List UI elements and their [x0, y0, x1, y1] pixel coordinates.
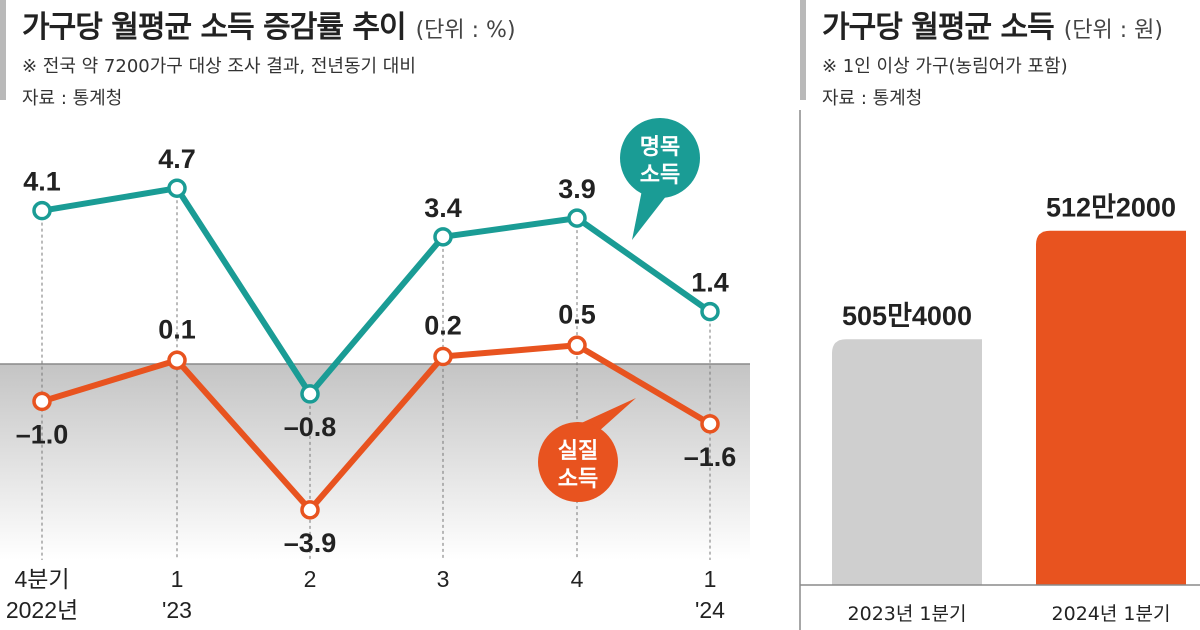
data-label: 4.7	[158, 144, 196, 174]
data-label: –0.8	[284, 412, 337, 442]
data-label: 4.1	[23, 167, 61, 197]
chart-note: ※ 1인 이상 가구(농림어가 포함)	[822, 56, 1068, 77]
data-point	[567, 208, 587, 228]
data-point	[433, 346, 453, 367]
data-point	[32, 391, 52, 412]
x-tick-label: 2	[304, 566, 317, 592]
bar	[1036, 230, 1186, 586]
series-line	[41, 185, 712, 397]
chart-source: 자료 : 통계청	[22, 88, 123, 109]
data-label: –3.9	[284, 528, 337, 558]
data-label: –1.6	[684, 442, 737, 472]
x-tick-label: 3	[437, 566, 450, 592]
legend-bubble-tail	[632, 186, 674, 240]
x-tick-label: '24	[695, 597, 725, 623]
data-label: 0.1	[158, 314, 196, 344]
bar-chart: 505만4000 2023년 1분기 512만2000 2024년 1분기	[799, 110, 1200, 630]
data-point	[32, 200, 52, 221]
negative-region	[0, 364, 750, 560]
title-accent-bar	[800, 0, 806, 100]
data-label: 0.2	[424, 311, 462, 341]
growth-rate-panel: 가구당 월평균 소득 증감률 추이 (단위 : %) ※ 전국 약 7200가구 …	[0, 0, 750, 623]
bar-value-label: 512만2000	[1046, 193, 1176, 223]
legend-bubble	[620, 118, 700, 198]
data-point	[700, 301, 720, 322]
data-label: 0.5	[558, 299, 596, 329]
data-label: 3.4	[424, 193, 462, 223]
bar-value-label: 505만4000	[842, 301, 972, 331]
legend-label: 소득	[640, 163, 680, 188]
x-tick-label: 1	[171, 566, 184, 592]
title-accent-bar	[0, 0, 6, 100]
bar	[832, 339, 982, 585]
x-tick-label: 2023년 1분기	[848, 603, 967, 625]
data-point	[300, 384, 320, 404]
legend-bubble	[538, 422, 618, 502]
data-point	[167, 178, 187, 198]
legend-label: 명목	[640, 135, 680, 160]
data-point	[567, 335, 587, 356]
chart-note: ※ 전국 약 7200가구 대상 조사 결과, 전년동기 대비	[22, 56, 416, 77]
income-panel: 가구당 월평균 소득 (단위 : 원) ※ 1인 이상 가구(농림어가 포함) 자…	[799, 0, 1200, 630]
unit-label: (단위 : 원)	[1063, 18, 1163, 43]
x-tick-label: 2022년	[6, 597, 78, 623]
x-tick-label: 1	[704, 566, 717, 592]
data-point	[300, 500, 320, 520]
line-chart: 4.1 4.7 –0.8 3.4 3.9 1.4 –1.0 0.1 –3.9 0.2 0.5 –1.6…	[0, 118, 750, 623]
x-tick-label: 2024년 1분기	[1052, 603, 1171, 625]
legend-label: 소득	[558, 467, 598, 492]
x-tick-label: '23	[162, 597, 192, 623]
data-point	[167, 350, 187, 371]
data-label: 1.4	[691, 268, 729, 298]
chart-title: 가구당 월평균 소득 (단위 : 원)	[822, 10, 1163, 45]
x-tick-label: 4	[571, 566, 584, 592]
panel-gap	[760, 0, 800, 630]
data-point	[433, 227, 453, 247]
data-label: –1.0	[16, 419, 69, 449]
series-line	[41, 342, 712, 513]
unit-label: (단위 : %)	[415, 18, 516, 43]
chart-source: 자료 : 통계청	[822, 88, 923, 109]
data-point	[700, 414, 720, 434]
data-label: 3.9	[558, 174, 596, 204]
legend-label: 실질	[558, 439, 598, 464]
chart-title: 가구당 월평균 소득 증감률 추이 (단위 : %)	[22, 10, 516, 45]
x-tick-label: 4분기	[14, 566, 69, 592]
